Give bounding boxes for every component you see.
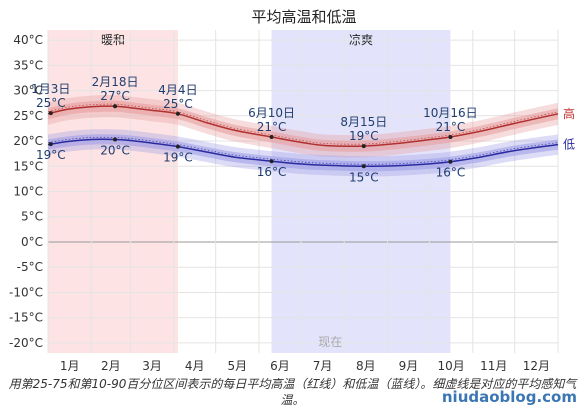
x-tick-label: 4月	[185, 359, 205, 373]
high-point-marker	[448, 134, 453, 139]
x-tick-label: 11月	[480, 359, 507, 373]
y-tick-label: -20°C	[9, 336, 43, 350]
y-tick-label: 5°C	[21, 210, 43, 224]
low-point-marker	[448, 159, 453, 164]
low-point-marker	[269, 159, 274, 164]
high-point-marker	[361, 144, 366, 149]
watermark-logo: niudaoblog.com	[441, 388, 577, 406]
low-point-marker	[113, 137, 118, 142]
annotation-date: 8月15日	[340, 115, 387, 129]
annotation-low: 16°C	[436, 166, 466, 180]
x-tick-label: 9月	[399, 359, 419, 373]
series-end-label: 高	[563, 106, 575, 121]
annotation-date: 6月10日	[248, 106, 295, 120]
y-tick-label: 20°C	[13, 134, 43, 148]
high-point-marker	[48, 111, 53, 116]
series-end-label: 低	[563, 138, 575, 152]
annotation-date: 10月16日	[423, 106, 478, 120]
low-point-marker	[48, 142, 53, 147]
y-tick-label: 15°C	[13, 159, 43, 173]
x-tick-label: 12月	[523, 359, 550, 373]
annotation-high: 27°C	[100, 89, 130, 103]
y-tick-label: 35°C	[13, 58, 43, 72]
y-tick-label: 25°C	[13, 109, 43, 123]
high-point-marker	[269, 134, 274, 139]
high-point-marker	[113, 104, 118, 109]
annotation-high: 25°C	[36, 96, 66, 110]
now-label: 现在	[318, 335, 342, 349]
y-tick-label: 40°C	[13, 33, 43, 47]
y-tick-label: -15°C	[9, 311, 43, 325]
annotation-high: 19°C	[349, 129, 379, 143]
y-tick-label: 30°C	[13, 84, 43, 98]
annotation-high: 21°C	[436, 120, 466, 134]
annotation-low: 16°C	[257, 165, 287, 179]
annotation-low: 15°C	[349, 170, 379, 184]
x-tick-label: 6月	[270, 359, 290, 373]
y-tick-label: -5°C	[17, 260, 43, 274]
annotation-high: 25°C	[163, 97, 193, 111]
x-tick-label: 10月	[437, 359, 464, 373]
chart-title: 平均高温和低温	[251, 8, 356, 26]
x-tick-label: 1月	[60, 359, 80, 373]
annotation-date: 4月4日	[158, 83, 197, 97]
annotation-low: 19°C	[36, 148, 66, 162]
x-tick-label: 5月	[228, 359, 248, 373]
y-tick-label: 10°C	[13, 185, 43, 199]
season-label: 凉爽	[349, 32, 373, 47]
low-point-marker	[361, 164, 366, 169]
y-tick-label: 0°C	[21, 235, 43, 249]
annotation-low: 20°C	[100, 144, 130, 158]
band-25-75	[48, 134, 558, 172]
x-tick-label: 3月	[142, 359, 162, 373]
x-tick-label: 7月	[313, 359, 333, 373]
perceived-temp-line	[47, 136, 559, 165]
annotation-date: 2月18日	[92, 75, 139, 89]
chart-caption: 用第25-75和第10-90百分位区间表示的每日平均高温（红线）和低温（蓝线）。…	[8, 377, 577, 407]
x-tick-label: 2月	[101, 359, 121, 373]
annotation-high: 21°C	[257, 120, 287, 134]
low-point-marker	[175, 144, 180, 149]
high-point-marker	[175, 111, 180, 116]
x-tick-label: 8月	[356, 359, 376, 373]
annotation-low: 19°C	[163, 151, 193, 165]
y-tick-label: -10°C	[9, 285, 43, 299]
annotation-date: 1月3日	[31, 82, 70, 96]
